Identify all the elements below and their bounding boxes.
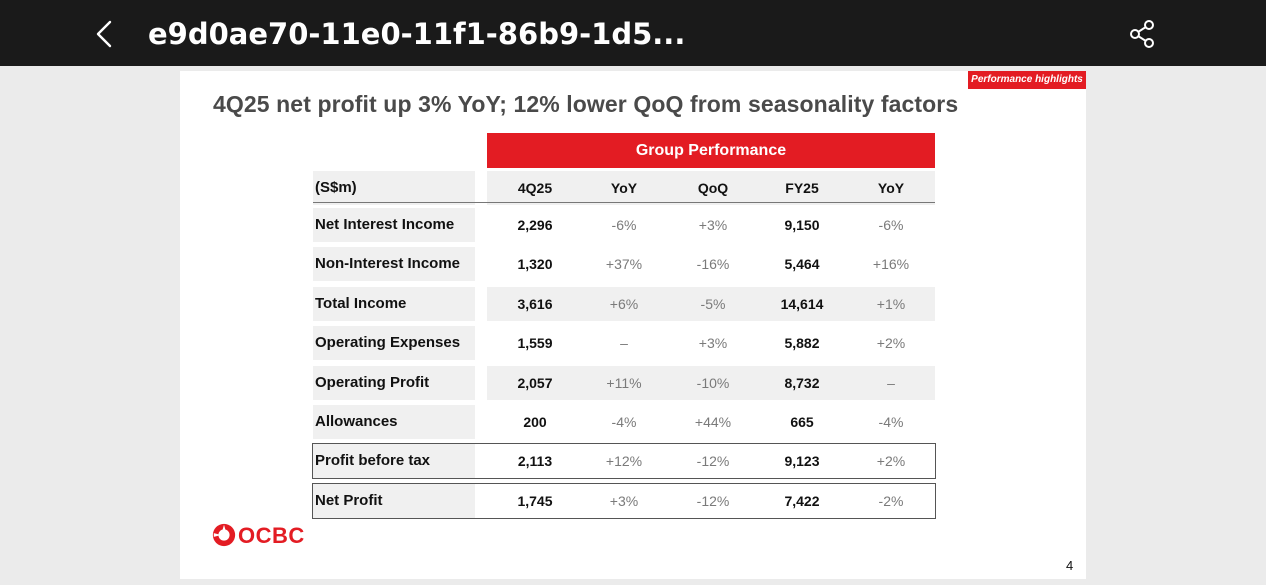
cell-fy-yoy: +16% [872, 256, 910, 272]
cell-q-yoy: +6% [609, 296, 639, 312]
cell-fy25: 9,150 [784, 217, 820, 233]
cell-fy-yoy: -4% [878, 414, 904, 430]
share-button[interactable] [1124, 16, 1160, 52]
share-icon [1130, 20, 1154, 48]
col-header-fy25: FY25 [785, 180, 819, 196]
cell-qoq: -16% [696, 256, 730, 272]
cell-fy-yoy: -2% [878, 493, 904, 509]
cell-4q25: 1,745 [517, 493, 553, 509]
col-header-4q25: 4Q25 [517, 180, 553, 196]
row-label: Allowances [313, 405, 475, 439]
back-button[interactable] [88, 14, 124, 54]
table-row: 2,296 -6% +3% 9,150 -6% [487, 208, 935, 242]
table-row: 2,113 +12% -12% 9,123 +2% [487, 444, 935, 478]
cell-q-yoy: +3% [609, 493, 639, 509]
cell-q-yoy: – [620, 335, 628, 351]
cell-qoq: +44% [694, 414, 732, 430]
cell-4q25: 1,559 [517, 335, 553, 351]
cell-fy-yoy: +2% [876, 335, 906, 351]
cell-qoq: -12% [696, 493, 730, 509]
cell-qoq: -10% [696, 375, 730, 391]
cell-fy-yoy: -6% [878, 217, 904, 233]
page-number: 4 [1066, 558, 1074, 573]
cell-q-yoy: -4% [611, 414, 637, 430]
highlight-box [312, 483, 936, 519]
cell-4q25: 1,320 [517, 256, 553, 272]
cell-fy-yoy: – [887, 375, 895, 391]
table-row: 200 -4% +44% 665 -4% [487, 405, 935, 439]
row-label: Operating Profit [313, 366, 475, 400]
cell-q-yoy: +12% [605, 453, 643, 469]
cell-fy25: 665 [790, 414, 814, 430]
row-label: Operating Expenses [313, 326, 475, 360]
section-tag: Performance highlights [968, 71, 1086, 89]
cell-fy25: 14,614 [780, 296, 824, 312]
cell-q-yoy: +11% [606, 375, 642, 391]
cell-4q25: 200 [523, 414, 547, 430]
header-divider [313, 202, 935, 203]
ocbc-logo-icon [212, 523, 236, 547]
group-performance-header: Group Performance [487, 133, 935, 168]
table-row: 3,616 +6% -5% 14,614 +1% [487, 287, 935, 321]
table-row: 2,057 +11% -10% 8,732 – [487, 366, 935, 400]
cell-fy25: 8,732 [784, 375, 820, 391]
cell-fy-yoy: +1% [876, 296, 906, 312]
cell-qoq: +3% [698, 335, 728, 351]
ocbc-logo-text: OCBC [238, 523, 305, 548]
table-row: 1,320 +37% -16% 5,464 +16% [487, 247, 935, 281]
cell-4q25: 2,296 [517, 217, 553, 233]
cell-qoq: -5% [700, 296, 726, 312]
cell-qoq: -12% [696, 453, 730, 469]
units-header: (S$m) [313, 171, 475, 205]
cell-4q25: 2,113 [517, 453, 553, 469]
col-header-q-yoy: YoY [610, 180, 638, 196]
cell-qoq: +3% [698, 217, 728, 233]
col-header-qoq: QoQ [697, 180, 729, 196]
slide-headline: 4Q25 net profit up 3% YoY; 12% lower QoQ… [213, 91, 959, 117]
row-label: Profit before tax [313, 444, 475, 478]
cell-fy-yoy: +2% [876, 453, 906, 469]
document-title: e9d0ae70-11e0-11f1-86b9-1d5... [148, 17, 686, 51]
col-header-fy-yoy: YoY [877, 180, 905, 196]
top-app-bar: e9d0ae70-11e0-11f1-86b9-1d5... [0, 0, 1266, 66]
column-header-row: 4Q25 YoY QoQ FY25 YoY [487, 171, 935, 205]
cell-4q25: 2,057 [517, 375, 553, 391]
cell-fy25: 9,123 [784, 453, 820, 469]
row-label: Net Profit [313, 484, 475, 518]
cell-fy25: 5,882 [784, 335, 820, 351]
cell-fy25: 7,422 [784, 493, 820, 509]
row-label: Total Income [313, 287, 475, 321]
row-label: Non-Interest Income [313, 247, 475, 281]
row-label: Net Interest Income [313, 208, 475, 242]
cell-4q25: 3,616 [517, 296, 553, 312]
table-row: 1,745 +3% -12% 7,422 -2% [487, 484, 935, 518]
cell-q-yoy: +37% [605, 256, 643, 272]
chevron-left-icon [96, 20, 112, 48]
table-row: 1,559 – +3% 5,882 +2% [487, 326, 935, 360]
cell-q-yoy: -6% [611, 217, 637, 233]
highlight-box [312, 443, 936, 479]
cell-fy25: 5,464 [784, 256, 820, 272]
